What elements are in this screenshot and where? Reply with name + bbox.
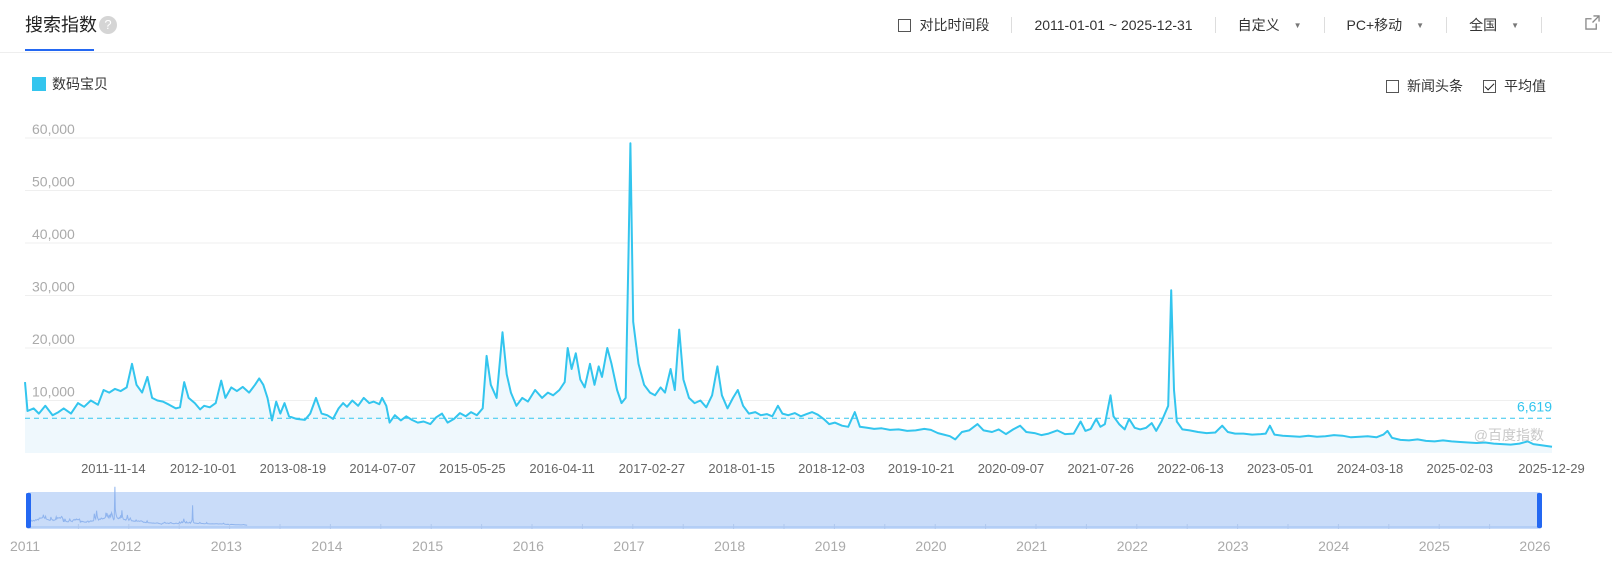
header-bar: 搜索指数 ? 对比时间段 2011-01-01 ~ 2025-12-31 自定义… [0,0,1612,53]
x-tick-label: 2017-02-27 [619,461,686,476]
x-tick-label: 2023-05-01 [1247,461,1314,476]
news-headlines-toggle[interactable]: 新闻头条 [1386,76,1463,96]
average-checkbox[interactable] [1483,79,1496,93]
navigator-year-label: 2016 [513,538,544,554]
navigator-year-label: 2018 [714,538,745,554]
navigator-year-label: 2026 [1519,538,1550,554]
navigator-year-label: 2022 [1117,538,1148,554]
navigator-year-label: 2014 [311,538,342,554]
x-tick-label: 2012-10-01 [170,461,237,476]
navigator-year-label: 2017 [613,538,644,554]
external-link-icon[interactable] [1585,15,1600,30]
x-tick-label: 2019-10-21 [888,461,955,476]
filter-bar: 对比时间段 2011-01-01 ~ 2025-12-31 自定义 ▼ PC+移… [898,14,1564,36]
x-tick-label: 2022-06-13 [1157,461,1224,476]
y-tick-label: 40,000 [32,226,75,242]
area-fill [25,143,1552,454]
range-handle-right[interactable] [1537,493,1542,528]
x-tick-label: 2013-08-19 [260,461,327,476]
help-icon[interactable]: ? [99,16,117,34]
average-value-label: 6,619 [1517,398,1552,414]
news-label: 新闻头条 [1407,78,1463,94]
compare-label: 对比时间段 [919,17,990,33]
divider [1541,17,1542,33]
divider [1214,17,1216,33]
series-line [24,142,1553,448]
device-dropdown[interactable]: PC+移动 ▼ [1347,15,1425,35]
divider [1011,17,1013,33]
navigator-year-label: 2025 [1419,538,1450,554]
x-tick-label: 2011-11-14 [81,461,146,476]
navigator-year-label: 2024 [1318,538,1349,554]
navigator-year-label: 2013 [211,538,242,554]
date-range-text: 2011-01-01 ~ 2025-12-31 [1034,17,1193,33]
legend-swatch [32,77,46,91]
legend-series-name: 数码宝贝 [52,76,108,92]
y-tick-label: 50,000 [32,174,75,190]
region-dropdown[interactable]: 全国 ▼ [1469,15,1519,35]
y-tick-label: 60,000 [32,121,75,137]
custom-range-label: 自定义 [1237,17,1280,33]
page-title: 搜索指数 [25,15,97,35]
navigator-year-label: 2020 [915,538,946,554]
x-tick-label: 2016-04-11 [529,461,595,476]
custom-range-dropdown[interactable]: 自定义 ▼ [1238,15,1302,35]
x-tick-label: 2025-02-03 [1426,461,1493,476]
device-label: PC+移动 [1346,17,1403,33]
caret-down-icon: ▼ [1416,20,1425,30]
chart-legend[interactable]: 数码宝贝 [32,74,108,94]
x-tick-label: 2025-12-29 [1518,461,1585,476]
navigator-selection[interactable] [28,492,1540,529]
watermark: @百度指数 [1473,427,1544,443]
compare-period-toggle[interactable]: 对比时间段 [898,15,989,35]
x-tick-label: 2015-05-25 [439,461,506,476]
average-label: 平均值 [1504,78,1546,94]
y-tick-label: 30,000 [32,279,75,295]
x-tick-label: 2021-07-26 [1067,461,1134,476]
average-toggle[interactable]: 平均值 [1483,76,1546,96]
navigator-year-label: 2012 [110,538,141,554]
region-label: 全国 [1469,17,1498,33]
title-tab-indicator [25,49,94,51]
y-tick-label: 10,000 [32,384,75,400]
y-tick-label: 20,000 [32,331,75,347]
x-tick-label: 2018-12-03 [798,461,865,476]
x-tick-label: 2018-01-15 [708,461,775,476]
navigator-year-label: 2023 [1217,538,1248,554]
x-tick-label: 2020-09-07 [978,461,1045,476]
navigator-mini-line [27,486,248,526]
compare-checkbox[interactable] [898,18,912,32]
chart-options: 新闻头条 平均值 [1386,76,1546,96]
caret-down-icon: ▼ [1293,20,1302,30]
navigator-year-label: 2011 [10,538,40,554]
caret-down-icon: ▼ [1511,20,1519,30]
x-tick-label: 2014-07-07 [349,461,416,476]
divider [1323,17,1325,33]
range-handle-left[interactable] [26,493,31,528]
navigator-year-label: 2015 [412,538,443,554]
date-range-picker[interactable]: 2011-01-01 ~ 2025-12-31 [1034,17,1192,33]
navigator-year-label: 2021 [1016,538,1047,554]
x-tick-label: 2024-03-18 [1337,461,1404,476]
navigator-year-label: 2019 [815,538,846,554]
news-checkbox[interactable] [1386,79,1399,93]
divider [1446,17,1448,33]
